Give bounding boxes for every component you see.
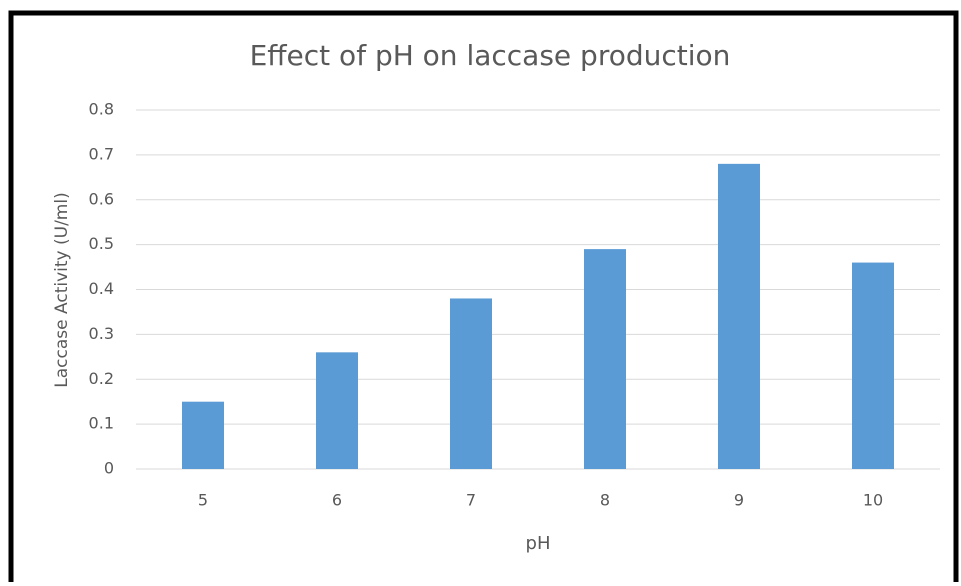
frame [8, 10, 959, 582]
chart-title: Effect of pH on laccase production [250, 39, 731, 72]
y-tick-label: 0.2 [89, 369, 114, 388]
y-tick-label: 0.1 [89, 414, 114, 433]
y-tick-label: 0.7 [89, 144, 114, 163]
x-tick-label: 5 [198, 491, 208, 510]
y-tick-label: 0.8 [89, 100, 114, 119]
x-tick-label: 9 [734, 491, 744, 510]
x-axis-label: pH [526, 533, 551, 554]
bar [852, 262, 894, 469]
bar [718, 163, 760, 469]
y-tick-label: 0.6 [89, 189, 114, 208]
bar [182, 401, 224, 469]
x-tick-label: 7 [466, 491, 476, 510]
x-tick-label: 10 [863, 491, 883, 510]
bar [584, 249, 626, 469]
x-tick-label: 8 [600, 491, 610, 510]
y-tick-label: 0.3 [89, 324, 114, 343]
y-tick-label: 0.5 [89, 234, 114, 253]
x-tick-label: 6 [332, 491, 342, 510]
y-axis-label: Laccase Activity (U/ml) [52, 192, 72, 387]
bar [316, 352, 358, 469]
bar [450, 298, 492, 469]
y-tick-label: 0 [104, 459, 114, 478]
y-tick-label: 0.4 [89, 279, 114, 298]
